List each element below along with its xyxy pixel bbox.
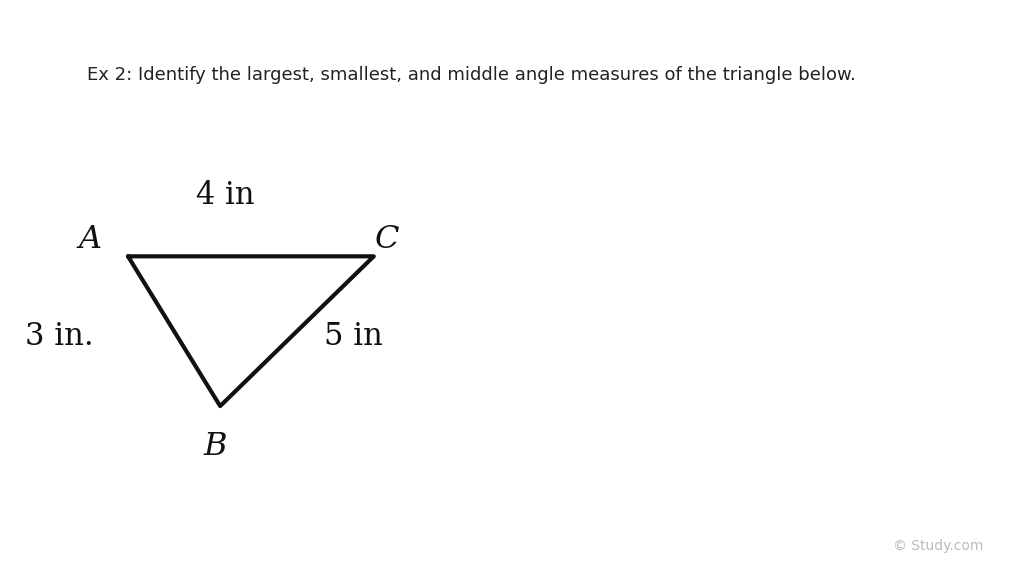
Text: B: B	[204, 431, 226, 462]
Text: Ex 2: Identify the largest, smallest, and middle angle measures of the triangle : Ex 2: Identify the largest, smallest, an…	[87, 66, 856, 84]
Text: 3 in.: 3 in.	[25, 321, 94, 353]
Text: 4 in: 4 in	[196, 180, 255, 211]
Text: A: A	[79, 223, 101, 255]
Text: 5 in: 5 in	[324, 321, 383, 353]
Text: © Study.com: © Study.com	[893, 539, 983, 553]
Text: C: C	[375, 223, 399, 255]
